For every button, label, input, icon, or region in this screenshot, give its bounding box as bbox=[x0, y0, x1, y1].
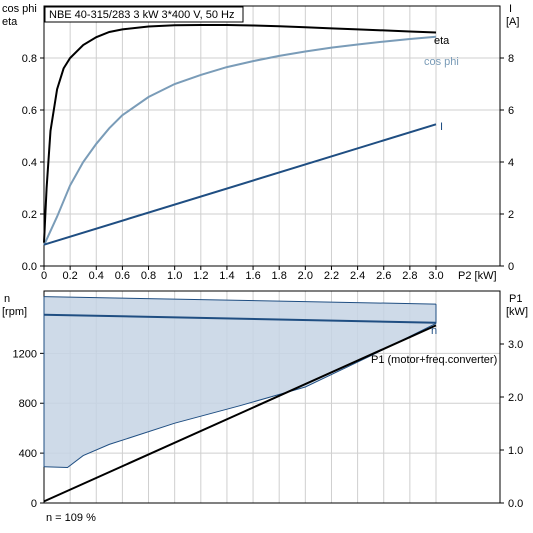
x-tick-label: 2.0 bbox=[298, 270, 313, 282]
x-tick-label: 2.2 bbox=[324, 270, 339, 282]
top-grid bbox=[40, 6, 504, 270]
bottom-left-tick-label: 800 bbox=[19, 398, 37, 410]
data-series bbox=[43, 24, 437, 503]
tick-labels: 0 0.2 0.4 0.6 0.8 1.0 1.2 1.4 1.6 1.8 2.0 2.2 2.4 2.6… bbox=[13, 53, 524, 510]
top-right-tick-label: 2 bbox=[508, 209, 514, 221]
top-right-tick-label: 6 bbox=[508, 105, 514, 117]
cos-phi-line bbox=[43, 35, 437, 246]
eta-series-label: eta bbox=[434, 35, 450, 47]
current-line bbox=[43, 123, 437, 246]
current-series-label: I bbox=[440, 121, 443, 133]
bottom-left-tick-label: 400 bbox=[19, 448, 37, 460]
x-tick-label: 2.6 bbox=[376, 270, 391, 282]
top-left-axis-label-1: cos phi bbox=[2, 3, 37, 15]
speed-range-area bbox=[44, 296, 436, 468]
top-left-tick-label: 0.0 bbox=[22, 261, 37, 273]
x-tick-label: 0.8 bbox=[141, 270, 156, 282]
top-right-axis-label-2: [A] bbox=[506, 16, 519, 28]
title-box bbox=[44, 6, 244, 23]
top-left-axis-label-2: eta bbox=[2, 16, 18, 28]
bottom-right-axis-label-1: P1 bbox=[509, 293, 522, 305]
x-tick-label: 1.6 bbox=[245, 270, 260, 282]
bottom-right-tick-label: 1.0 bbox=[508, 445, 523, 457]
top-left-tick-label: 0.2 bbox=[22, 209, 37, 221]
x-tick-label: 2.4 bbox=[350, 270, 365, 282]
top-right-tick-label: 0 bbox=[508, 261, 514, 273]
top-right-tick-label: 4 bbox=[508, 157, 514, 169]
speed-range-upper-edge bbox=[43, 296, 437, 305]
x-tick-label: 1.0 bbox=[167, 270, 182, 282]
top-right-axis-label-1: I bbox=[509, 3, 512, 15]
top-right-tick-label: 8 bbox=[508, 53, 514, 65]
x-tick-label: 0.2 bbox=[62, 270, 77, 282]
bottom-left-axis-label-1: n bbox=[4, 293, 10, 305]
chart-title: NBE 40-315/283 3 kW 3*400 V, 50 Hz bbox=[49, 9, 235, 21]
bottom-left-axis-label-2: [rpm] bbox=[2, 306, 27, 318]
bottom-right-tick-label: 2.0 bbox=[508, 392, 523, 404]
bottom-right-tick-label: 0.0 bbox=[508, 498, 523, 510]
top-x-axis-label: P2 [kW] bbox=[458, 270, 497, 282]
speed-range-lower-edge bbox=[43, 322, 437, 469]
bottom-left-tick-label: 1200 bbox=[13, 348, 37, 360]
x-tick-label: 0.4 bbox=[89, 270, 104, 282]
x-tick-label: 1.2 bbox=[193, 270, 208, 282]
x-tick-label: 1.8 bbox=[272, 270, 287, 282]
speed-line bbox=[43, 313, 437, 324]
bottom-right-tick-label: 3.0 bbox=[508, 339, 523, 351]
top-left-tick-label: 0.6 bbox=[22, 105, 37, 117]
cos-phi-series-label: cos phi bbox=[424, 56, 459, 68]
top-left-tick-label: 0.4 bbox=[22, 157, 37, 169]
bottom-left-tick-label: 0 bbox=[31, 498, 37, 510]
top-plot-frame bbox=[43, 5, 501, 267]
x-tick-label: 1.4 bbox=[219, 270, 234, 282]
p1-line bbox=[43, 324, 437, 503]
x-tick-label: 2.8 bbox=[402, 270, 417, 282]
top-left-tick-label: 0.8 bbox=[22, 53, 37, 65]
p1-series-label: P1 (motor+freq.converter) bbox=[371, 354, 497, 366]
speed-series-label: n bbox=[431, 325, 437, 337]
x-tick-label: 0 bbox=[41, 270, 47, 282]
speed-percentage-note: n = 109 % bbox=[46, 512, 96, 524]
eta-line bbox=[43, 24, 437, 243]
x-tick-label: 0.6 bbox=[115, 270, 130, 282]
x-tick-label: 3.0 bbox=[428, 270, 443, 282]
bottom-right-axis-label-2: [kW] bbox=[506, 306, 528, 318]
